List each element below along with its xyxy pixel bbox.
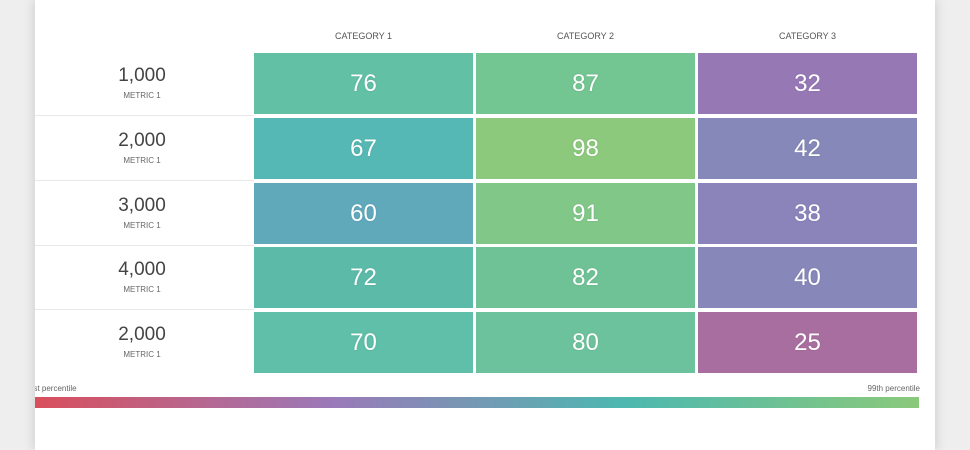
row-divider	[35, 115, 254, 116]
row-label: 4,000	[118, 259, 166, 280]
heatmap-cell: 60	[254, 183, 473, 244]
heatmap-cell: 76	[254, 53, 473, 114]
legend-gradient	[35, 397, 919, 408]
column-header: CATEGORY 3	[778, 31, 837, 41]
heatmap-cell: 98	[476, 118, 695, 179]
heatmap-cell: 40	[698, 247, 917, 308]
row-divider	[35, 309, 254, 310]
heatmap-cell: 87	[476, 53, 695, 114]
panel: CATEGORY 1 CATEGORY 2 CATEGORY 3 1,000 METRI…	[35, 0, 935, 450]
heatmap-cell: 91	[476, 183, 695, 244]
column-header: CATEGORY 1	[334, 31, 393, 41]
heatmap-cell: 72	[254, 247, 473, 308]
column-header: CATEGORY 2	[556, 31, 615, 41]
row-label: 2,000	[118, 130, 166, 151]
heatmap-cell: 70	[254, 312, 473, 373]
heatmap-cell: 25	[698, 312, 917, 373]
row-label: 2,000	[118, 324, 166, 345]
heatmap-cell: 38	[698, 183, 917, 244]
row-sublabel: METRIC 1	[123, 91, 161, 100]
heatmap-cell: 82	[476, 247, 695, 308]
heatmap-cell: 32	[698, 53, 917, 114]
legend-high-label: 99th percentile	[867, 384, 920, 393]
row-divider	[35, 180, 254, 181]
row-sublabel: METRIC 1	[123, 285, 161, 294]
row-sublabel: METRIC 1	[123, 156, 161, 165]
row-sublabel: METRIC 1	[123, 221, 161, 230]
row-label: 3,000	[118, 195, 166, 216]
row-divider	[35, 245, 254, 246]
row-label: 1,000	[118, 65, 166, 86]
heatmap-cell: 67	[254, 118, 473, 179]
row-sublabel: METRIC 1	[123, 350, 161, 359]
legend-low-label: 1st percentile	[35, 384, 77, 393]
heatmap-cell: 42	[698, 118, 917, 179]
heatmap-cell: 80	[476, 312, 695, 373]
